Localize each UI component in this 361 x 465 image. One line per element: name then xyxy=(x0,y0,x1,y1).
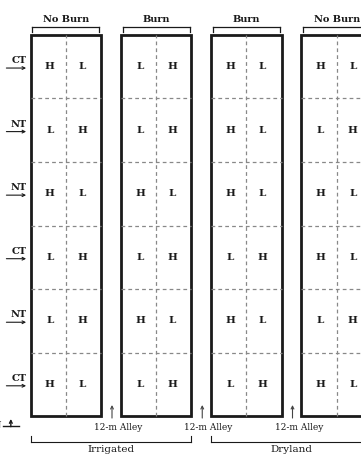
Text: L: L xyxy=(136,253,144,262)
Text: L: L xyxy=(349,189,357,198)
Text: Burn: Burn xyxy=(142,15,170,24)
Text: L: L xyxy=(349,62,357,71)
Text: H: H xyxy=(168,126,177,135)
Bar xyxy=(211,35,282,416)
Text: H: H xyxy=(45,380,55,389)
Text: H: H xyxy=(258,253,268,262)
Bar xyxy=(121,35,191,416)
Text: H: H xyxy=(168,62,177,71)
Text: Dryland: Dryland xyxy=(270,445,313,454)
Text: No Burn: No Burn xyxy=(313,15,360,24)
Text: H: H xyxy=(348,316,358,326)
Text: 12-m Alley: 12-m Alley xyxy=(94,423,143,432)
Text: L: L xyxy=(78,380,86,389)
Text: H: H xyxy=(316,253,325,262)
Text: H: H xyxy=(77,253,87,262)
Text: L: L xyxy=(78,189,86,198)
Text: H: H xyxy=(77,126,87,135)
Text: CT: CT xyxy=(12,56,27,65)
Text: 12-m Alley: 12-m Alley xyxy=(184,423,233,432)
Text: L: L xyxy=(136,380,144,389)
Text: L: L xyxy=(259,189,266,198)
Text: No Burn: No Burn xyxy=(43,15,89,24)
Text: L: L xyxy=(259,62,266,71)
Text: H: H xyxy=(225,316,235,326)
Text: CT: CT xyxy=(12,374,27,383)
Text: H: H xyxy=(316,189,325,198)
Text: 12-m Alley: 12-m Alley xyxy=(274,423,323,432)
Text: H: H xyxy=(225,62,235,71)
Text: H: H xyxy=(135,316,145,326)
Text: L: L xyxy=(136,126,144,135)
Text: L: L xyxy=(317,126,324,135)
Text: L: L xyxy=(349,380,357,389)
Text: H: H xyxy=(168,380,177,389)
Text: L: L xyxy=(136,62,144,71)
Text: CT: CT xyxy=(12,247,27,256)
Text: L: L xyxy=(46,253,53,262)
Text: H: H xyxy=(135,189,145,198)
Text: L: L xyxy=(259,316,266,326)
Text: L: L xyxy=(349,253,357,262)
Text: L: L xyxy=(169,316,176,326)
Text: NT: NT xyxy=(11,120,27,129)
Text: L: L xyxy=(46,126,53,135)
Text: H: H xyxy=(225,189,235,198)
Text: N: N xyxy=(0,420,1,430)
Text: H: H xyxy=(77,316,87,326)
Text: L: L xyxy=(46,316,53,326)
Text: L: L xyxy=(317,316,324,326)
Text: H: H xyxy=(45,62,55,71)
Text: L: L xyxy=(259,126,266,135)
Text: H: H xyxy=(316,380,325,389)
Text: NT: NT xyxy=(11,310,27,319)
Text: L: L xyxy=(78,62,86,71)
Text: Burn: Burn xyxy=(232,15,260,24)
Text: L: L xyxy=(169,189,176,198)
Bar xyxy=(31,35,101,416)
Text: L: L xyxy=(226,380,234,389)
Text: H: H xyxy=(258,380,268,389)
Text: H: H xyxy=(348,126,358,135)
Text: H: H xyxy=(168,253,177,262)
Text: H: H xyxy=(45,189,55,198)
Text: L: L xyxy=(226,253,234,262)
Text: H: H xyxy=(225,126,235,135)
Text: NT: NT xyxy=(11,183,27,192)
Text: Irrigated: Irrigated xyxy=(87,445,135,454)
Bar xyxy=(301,35,361,416)
Text: H: H xyxy=(316,62,325,71)
